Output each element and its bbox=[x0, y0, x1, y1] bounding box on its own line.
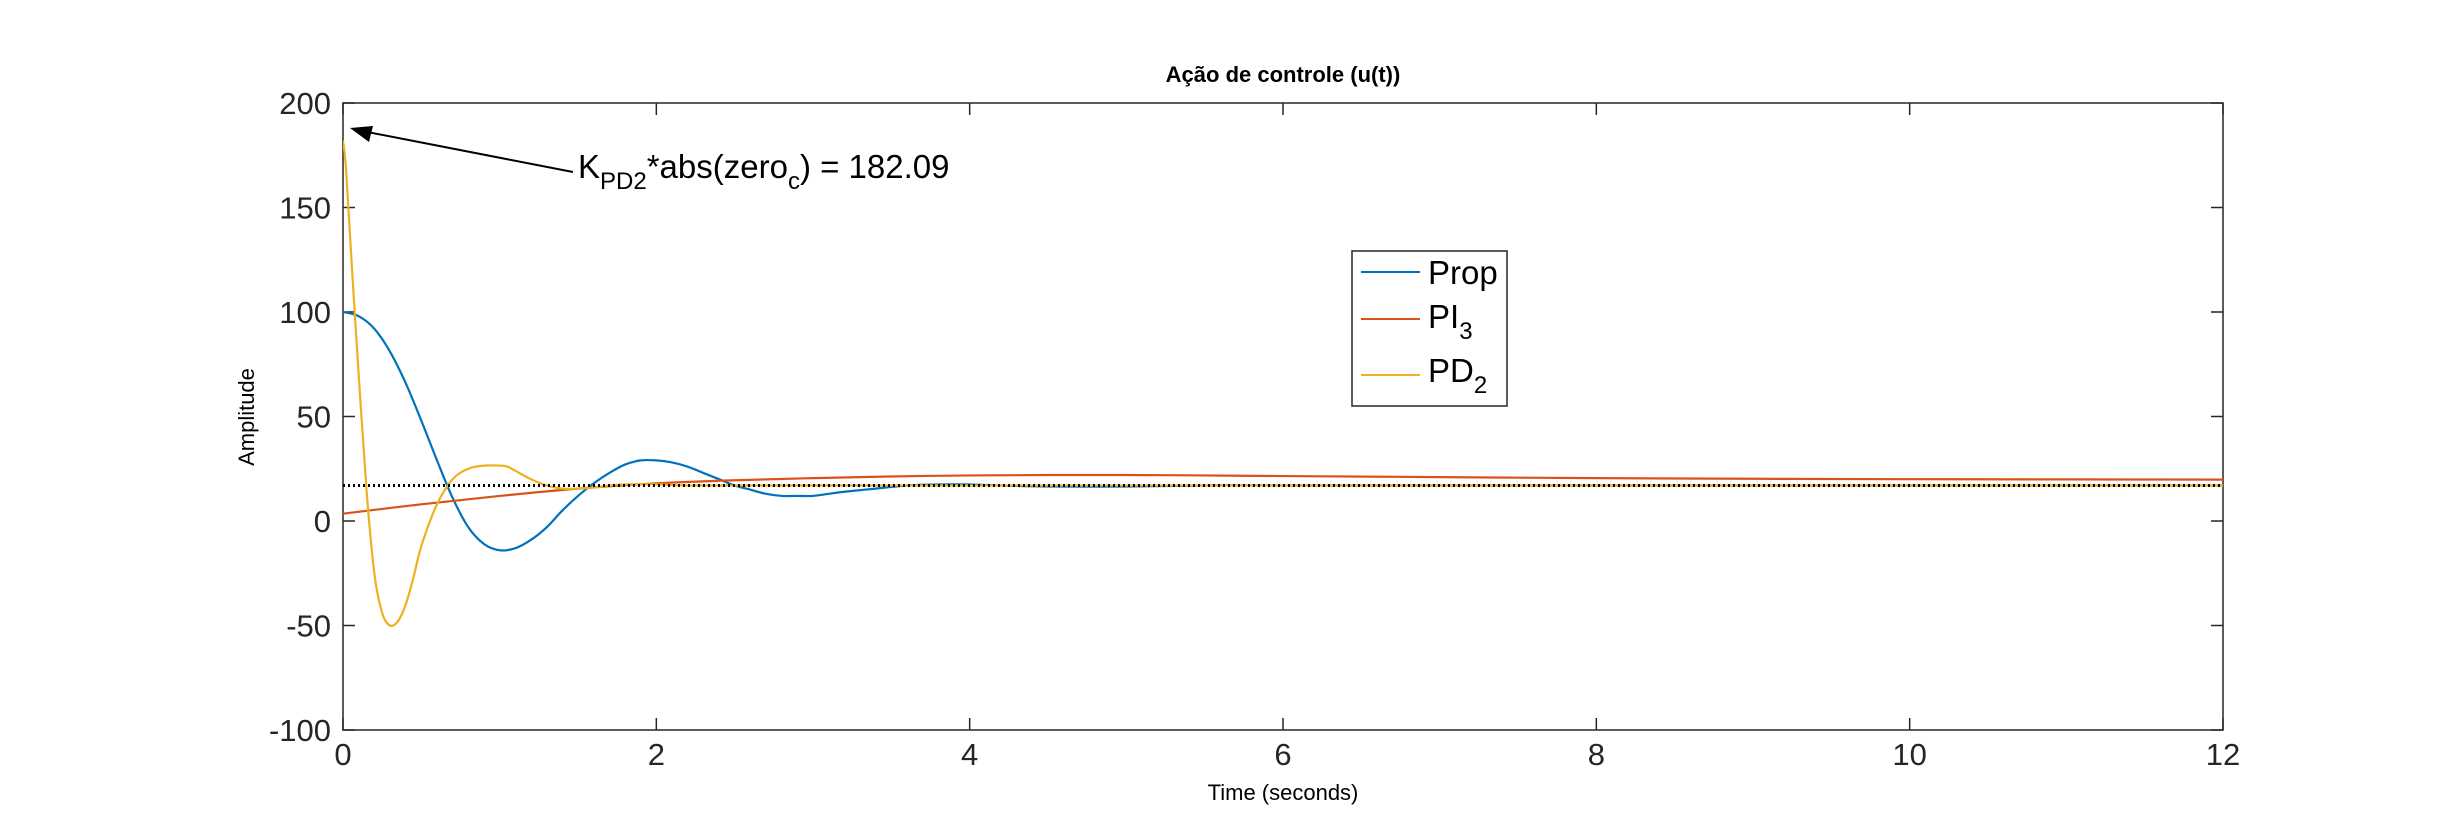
y-tick-label: 0 bbox=[314, 504, 331, 539]
legend-label-prop: Prop bbox=[1428, 254, 1498, 291]
chart-title: Ação de controle (u(t)) bbox=[1166, 62, 1401, 87]
legend-item-prop: Prop bbox=[1361, 254, 1498, 291]
legend-box bbox=[1351, 250, 1508, 407]
legend: Prop PI3 PD2 bbox=[1351, 250, 1508, 407]
legend-item-pd2: PD2 bbox=[1361, 352, 1487, 399]
y-tick-label: 50 bbox=[297, 400, 331, 435]
annotation-arrowhead bbox=[350, 126, 373, 142]
y-tick-label: 200 bbox=[279, 86, 331, 121]
y-tick-label: -100 bbox=[269, 713, 331, 748]
y-axis-label: Amplitude bbox=[234, 368, 259, 466]
x-ticks: 0 2 4 6 8 10 12 bbox=[334, 103, 2240, 772]
x-tick-label: 12 bbox=[2206, 737, 2240, 772]
y-tick-label: 100 bbox=[279, 295, 331, 330]
x-tick-label: 6 bbox=[1274, 737, 1291, 772]
y-tick-label: 150 bbox=[279, 191, 331, 226]
x-axis-label: Time (seconds) bbox=[1208, 780, 1359, 805]
x-tick-label: 8 bbox=[1588, 737, 1605, 772]
legend-label-pd2: PD2 bbox=[1428, 352, 1487, 399]
annotation-arrow-line bbox=[356, 129, 574, 173]
series-line-pd2 bbox=[343, 140, 2223, 628]
x-tick-label: 10 bbox=[1892, 737, 1926, 772]
y-ticks: -100 -50 0 50 100 150 200 bbox=[269, 86, 2223, 748]
x-tick-label: 4 bbox=[961, 737, 978, 772]
legend-label-pi3: PI3 bbox=[1428, 298, 1473, 345]
plot-area bbox=[342, 102, 2224, 731]
y-tick-label: -50 bbox=[286, 609, 331, 644]
annotation-text: KPD2*abs(zeroc) = 182.09 bbox=[578, 148, 949, 195]
x-tick-label: 2 bbox=[648, 737, 665, 772]
x-tick-label: 0 bbox=[334, 737, 351, 772]
legend-item-pi3: PI3 bbox=[1361, 298, 1473, 345]
